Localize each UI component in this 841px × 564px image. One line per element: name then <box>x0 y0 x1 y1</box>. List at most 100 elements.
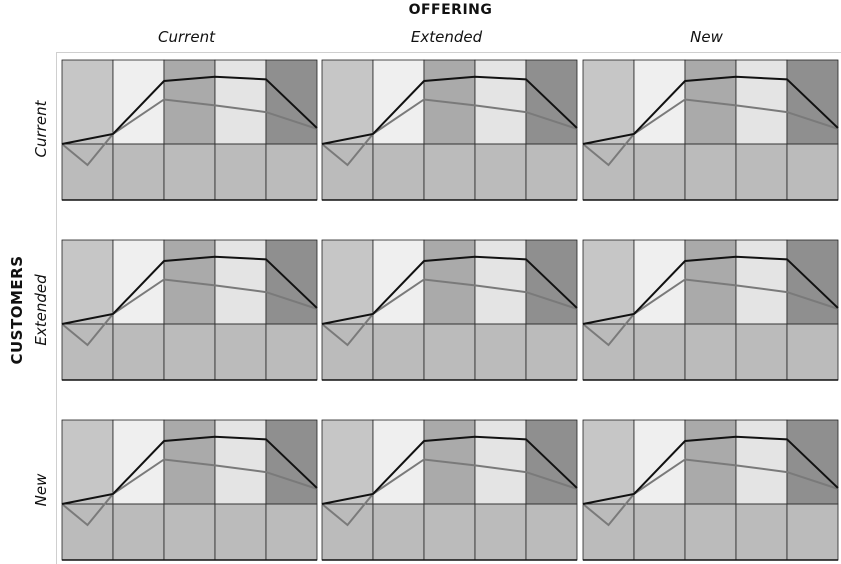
frame-left-line <box>56 52 57 564</box>
upper-band-5 <box>265 59 318 145</box>
upper-band-4 <box>214 59 267 145</box>
lower-band-1 <box>321 503 374 561</box>
upper-curve <box>61 75 318 145</box>
lower-band-5 <box>265 323 318 381</box>
upper-band-5 <box>786 239 839 325</box>
upper-band-1 <box>582 59 635 145</box>
upper-band-4 <box>735 419 788 505</box>
panel-extended-customers-current-offering <box>61 239 318 381</box>
lower-curve <box>61 458 318 527</box>
lower-band-1 <box>582 143 635 201</box>
lower-band-4 <box>735 323 788 381</box>
upper-curve <box>321 435 578 505</box>
upper-curve <box>61 255 318 325</box>
panel-extended-customers-new-offering <box>582 239 839 381</box>
lower-band-5 <box>786 503 839 561</box>
lower-band-4 <box>735 143 788 201</box>
lower-band-1 <box>582 323 635 381</box>
lower-band-4 <box>474 503 527 561</box>
lower-curve <box>61 278 318 347</box>
upper-band-2 <box>112 59 165 145</box>
panel-current-customers-extended-offering <box>321 59 578 201</box>
upper-band-1 <box>321 239 374 325</box>
upper-band-5 <box>786 419 839 505</box>
lower-curve <box>582 458 839 527</box>
lower-band-2 <box>372 143 425 201</box>
frame-top-line <box>56 52 841 53</box>
lower-band-3 <box>684 323 737 381</box>
lower-band-4 <box>474 143 527 201</box>
upper-band-2 <box>372 59 425 145</box>
lower-band-4 <box>214 323 267 381</box>
lower-band-3 <box>684 143 737 201</box>
upper-band-5 <box>786 59 839 145</box>
panel-current-customers-new-offering <box>582 59 839 201</box>
upper-band-5 <box>265 239 318 325</box>
upper-band-2 <box>633 59 686 145</box>
lower-band-1 <box>321 143 374 201</box>
lower-band-5 <box>786 143 839 201</box>
lower-band-3 <box>423 503 476 561</box>
lower-band-3 <box>423 143 476 201</box>
column-label-new: New <box>690 28 723 46</box>
upper-band-2 <box>112 419 165 505</box>
upper-curve <box>582 255 839 325</box>
lower-curve <box>61 98 318 167</box>
upper-band-2 <box>372 239 425 325</box>
lower-band-1 <box>582 503 635 561</box>
lower-band-5 <box>525 503 578 561</box>
lower-band-5 <box>786 323 839 381</box>
lower-band-5 <box>265 503 318 561</box>
lower-curve <box>321 458 578 527</box>
panel-new-customers-extended-offering <box>321 419 578 561</box>
lower-band-5 <box>525 143 578 201</box>
lower-band-1 <box>61 323 114 381</box>
upper-band-5 <box>525 419 578 505</box>
upper-band-5 <box>265 419 318 505</box>
panel-new-customers-new-offering <box>582 419 839 561</box>
lower-curve <box>321 98 578 167</box>
lower-band-4 <box>735 503 788 561</box>
lower-band-2 <box>372 323 425 381</box>
lower-band-2 <box>372 503 425 561</box>
lower-band-3 <box>163 323 216 381</box>
lower-band-2 <box>633 323 686 381</box>
upper-band-4 <box>735 239 788 325</box>
lower-band-3 <box>163 143 216 201</box>
lower-band-1 <box>321 323 374 381</box>
lower-curve <box>582 278 839 347</box>
upper-curve <box>61 435 318 505</box>
upper-band-2 <box>633 419 686 505</box>
lower-band-2 <box>112 323 165 381</box>
lower-band-3 <box>684 503 737 561</box>
panel-current-customers-current-offering <box>61 59 318 201</box>
upper-band-4 <box>214 239 267 325</box>
lower-band-4 <box>214 143 267 201</box>
upper-curve <box>321 255 578 325</box>
upper-band-2 <box>112 239 165 325</box>
panel-extended-customers-extended-offering <box>321 239 578 381</box>
upper-band-4 <box>474 59 527 145</box>
lower-curve <box>321 278 578 347</box>
lower-band-1 <box>61 503 114 561</box>
upper-band-1 <box>61 59 114 145</box>
offering-title: OFFERING <box>408 2 493 18</box>
upper-band-4 <box>474 239 527 325</box>
upper-band-1 <box>61 239 114 325</box>
upper-band-5 <box>525 239 578 325</box>
upper-band-4 <box>474 419 527 505</box>
lower-band-3 <box>423 323 476 381</box>
upper-curve <box>321 75 578 145</box>
panel-new-customers-current-offering <box>61 419 318 561</box>
upper-band-1 <box>321 59 374 145</box>
upper-band-2 <box>372 419 425 505</box>
lower-band-2 <box>633 503 686 561</box>
upper-band-1 <box>582 239 635 325</box>
lower-band-3 <box>163 503 216 561</box>
lower-band-5 <box>265 143 318 201</box>
lower-band-4 <box>474 323 527 381</box>
column-label-extended: Extended <box>410 28 483 46</box>
upper-curve <box>582 75 839 145</box>
lower-band-2 <box>112 143 165 201</box>
